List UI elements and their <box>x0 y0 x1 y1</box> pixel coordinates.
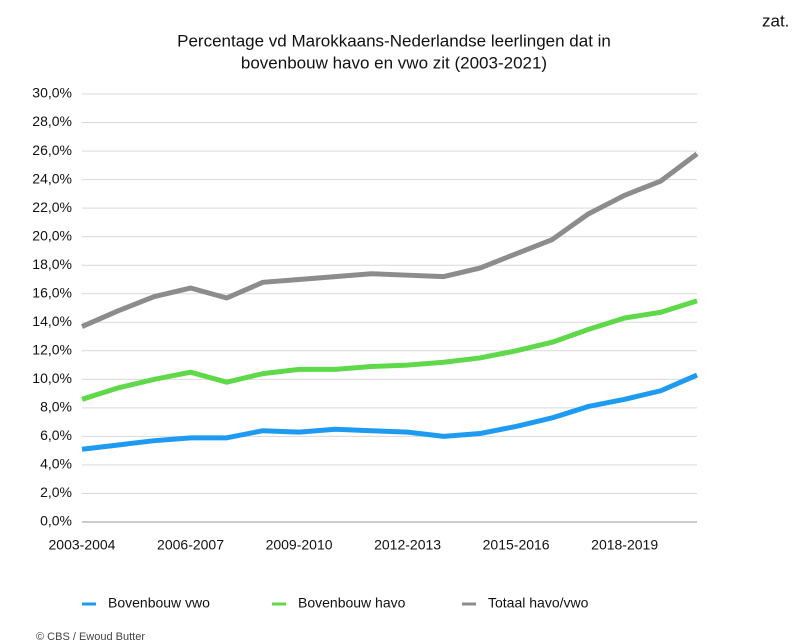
x-tick-label: 2006-2007 <box>157 537 224 553</box>
y-tick-label: 10,0% <box>32 370 72 386</box>
y-tick-label: 4,0% <box>40 456 72 472</box>
y-tick-label: 2,0% <box>40 484 72 500</box>
chart-subtitle: bovenbouw havo en vwo zit (2003-2021) <box>241 53 547 72</box>
y-tick-label: 24,0% <box>32 170 72 186</box>
y-tick-label: 30,0% <box>32 85 72 101</box>
x-tick-label: 2018-2019 <box>591 537 658 553</box>
x-tick-label: 2012-2013 <box>374 537 441 553</box>
note: zat. <box>762 11 789 30</box>
x-tick-label: 2015-2016 <box>483 537 550 553</box>
source: © CBS / Ewoud Butter <box>36 631 145 643</box>
y-tick-label: 8,0% <box>40 399 72 415</box>
legend-label: Bovenbouw vwo <box>108 595 210 611</box>
chart-title: Percentage vd Marokkaans-Nederlandse lee… <box>177 31 611 50</box>
x-tick-label: 2009-2010 <box>266 537 333 553</box>
y-tick-label: 18,0% <box>32 256 72 272</box>
y-tick-label: 0,0% <box>40 513 72 529</box>
y-tick-label: 20,0% <box>32 227 72 243</box>
legend-label: Totaal havo/vwo <box>488 595 589 611</box>
y-tick-label: 12,0% <box>32 342 72 358</box>
line <box>81 372 698 452</box>
y-tick-label: 22,0% <box>32 199 72 215</box>
y-tick-label: 14,0% <box>32 313 72 329</box>
line <box>81 151 699 329</box>
x-tick-label: 2003-2004 <box>49 537 116 553</box>
y-tick-label: 28,0% <box>32 113 72 129</box>
line <box>81 298 698 402</box>
y-tick-label: 16,0% <box>32 284 72 300</box>
y-tick-label: 6,0% <box>40 427 72 443</box>
y-tick-label: 26,0% <box>32 142 72 158</box>
legend-label: Bovenbouw havo <box>298 595 406 611</box>
